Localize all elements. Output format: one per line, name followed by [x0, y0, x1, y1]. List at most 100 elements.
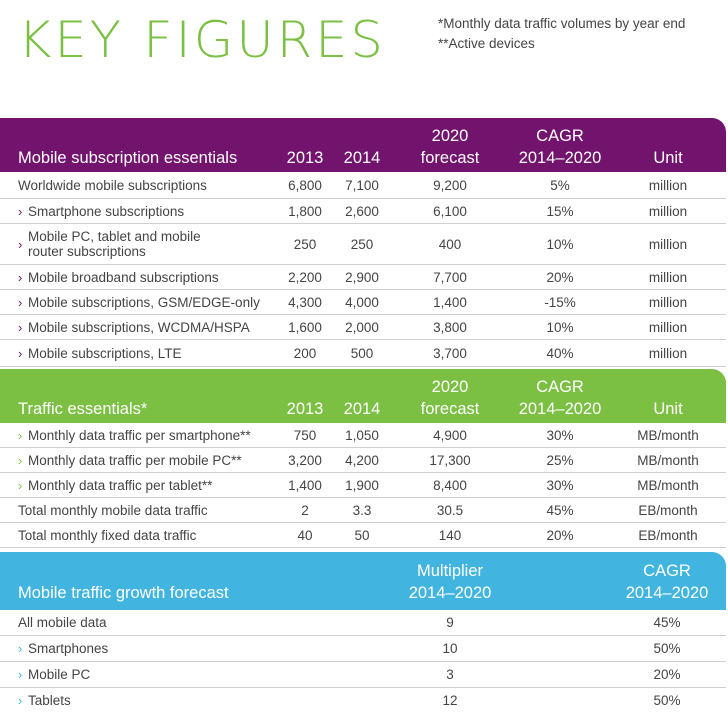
cell-v2013: 200	[293, 345, 317, 361]
header-multiplier-period: 2014–2020	[408, 584, 492, 602]
cell-v2014: 2,600	[345, 203, 379, 219]
row-label-line: Smartphones	[28, 641, 109, 656]
cell-v2014: 2,900	[345, 269, 379, 285]
row-label: Total monthly mobile data traffic	[18, 498, 208, 522]
subscription-table-header: Mobile subscription essentials 2013 2014…	[0, 118, 726, 172]
cell-v2020: 400	[438, 236, 462, 252]
cell-unit: EB/month	[638, 502, 698, 518]
cell-unit: million	[648, 269, 688, 285]
table-row: › Mobile subscriptions, GSM/EDGE-only 4,30…	[0, 290, 726, 315]
row-label[interactable]: › Mobile subscriptions, WCDMA/HSPA	[18, 315, 250, 339]
header-forecast: forecast	[420, 400, 480, 418]
chevron-right-icon: ›	[18, 427, 23, 443]
cell-unit: EB/month	[638, 527, 698, 543]
cell-v2014: 4,200	[345, 452, 379, 468]
cell-multiplier: 12	[442, 693, 458, 708]
row-label-text: Monthly data traffic per smartphone**	[28, 428, 251, 443]
chevron-right-icon: ›	[18, 667, 23, 682]
row-label[interactable]: › Monthly data traffic per smartphone**	[18, 423, 251, 447]
cell-v2014: 1,900	[345, 477, 379, 493]
cell-cagr: 30%	[546, 427, 574, 443]
cell-cagr: -15%	[544, 294, 576, 310]
row-label-line: Smartphone subscriptions	[28, 203, 185, 219]
chevron-right-icon: ›	[18, 203, 23, 219]
cell-unit: million	[648, 345, 688, 361]
chevron-right-icon: ›	[18, 294, 23, 310]
row-label-text: Mobile subscriptions, WCDMA/HSPA	[28, 320, 250, 335]
row-label-text: Total monthly fixed data traffic	[18, 528, 196, 543]
growth-table-header: Mobile traffic growth forecast Multiplie…	[0, 552, 726, 610]
cell-cagr: 50%	[653, 641, 681, 656]
cell-unit: million	[648, 294, 688, 310]
row-label: Worldwide mobile subscriptions	[18, 172, 207, 198]
chevron-right-icon: ›	[18, 345, 23, 361]
table-row: › Smartphone subscriptions 1,800 2,600 6,100…	[0, 199, 726, 224]
table-row: All mobile data 9 45%	[0, 610, 726, 636]
footnote-devices: **Active devices	[438, 36, 535, 51]
row-label-line: Mobile PC	[28, 667, 91, 682]
cell-v2020: 6,100	[433, 203, 467, 219]
row-label[interactable]: › Tablets	[18, 688, 71, 713]
cell-v2020: 30.5	[436, 502, 464, 518]
row-label[interactable]: › Mobile PC	[18, 662, 90, 687]
cell-v2013: 250	[293, 236, 317, 252]
table-row: › Tablets 12 50%	[0, 688, 726, 713]
cell-cagr: 30%	[546, 477, 574, 493]
chevron-right-icon: ›	[18, 477, 23, 493]
cell-multiplier: 9	[446, 615, 454, 630]
row-label[interactable]: › Mobile PC, tablet and mobile router subs…	[18, 224, 201, 264]
header-2014: 2014	[343, 400, 381, 418]
row-label[interactable]: › Monthly data traffic per tablet**	[18, 473, 212, 497]
cell-v2014: 2,000	[345, 319, 379, 335]
cell-cagr: 20%	[546, 269, 574, 285]
row-label[interactable]: › Mobile subscriptions, GSM/EDGE-only	[18, 290, 260, 314]
cell-cagr: 15%	[546, 203, 574, 219]
header-cagr-period: 2014–2020	[625, 584, 709, 602]
cell-multiplier: 10	[442, 641, 458, 656]
row-label[interactable]: › Smartphone subscriptions	[18, 199, 184, 223]
header-2013: 2013	[286, 400, 324, 418]
cell-v2014: 4,000	[345, 294, 379, 310]
row-label: Total monthly fixed data traffic	[18, 523, 196, 547]
table-row: Total monthly fixed data traffic 40 50 140 2…	[0, 523, 726, 548]
cell-cagr: 45%	[546, 502, 574, 518]
cell-v2020: 3,800	[433, 319, 467, 335]
table-row: › Smartphones 10 50%	[0, 636, 726, 662]
cell-v2014: 7,100	[345, 177, 379, 193]
cell-v2013: 1,400	[288, 477, 322, 493]
header-name: Mobile subscription essentials	[18, 149, 238, 167]
header-cagr: CAGR	[536, 378, 584, 396]
row-label-text: Tablets	[28, 693, 71, 708]
row-label[interactable]: › Smartphones	[18, 636, 108, 661]
cell-cagr: 10%	[546, 236, 574, 252]
table-row: › Mobile subscriptions, LTE 200 500 3,700 40%…	[0, 340, 726, 367]
cell-cagr: 45%	[653, 615, 681, 630]
cell-v2020: 4,900	[433, 427, 467, 443]
cell-cagr: 20%	[653, 667, 681, 682]
row-label-text: Mobile subscriptions, LTE	[28, 346, 182, 361]
row-label-text: Mobile subscriptions, GSM/EDGE-only	[28, 295, 260, 310]
cell-v2013: 2,200	[288, 269, 322, 285]
header-unit: Unit	[653, 149, 683, 167]
header-name: Mobile traffic growth forecast	[18, 584, 229, 602]
cell-unit: MB/month	[637, 452, 699, 468]
row-label-text: Total monthly mobile data traffic	[18, 503, 208, 518]
header-unit: Unit	[653, 400, 683, 418]
table-row: › Mobile PC, tablet and mobile router subs…	[0, 224, 726, 265]
row-label[interactable]: › Mobile broadband subscriptions	[18, 265, 219, 289]
row-label-text: Mobile broadband subscriptions	[28, 270, 219, 285]
cell-v2014: 50	[354, 527, 370, 543]
row-label-line: Worldwide mobile subscriptions	[18, 177, 207, 193]
cell-v2013: 2	[301, 502, 309, 518]
cell-v2020: 140	[438, 527, 462, 543]
cell-cagr: 20%	[546, 527, 574, 543]
row-label-text: Worldwide mobile subscriptions	[18, 178, 207, 193]
table-row: › Monthly data traffic per mobile PC** 3,2…	[0, 448, 726, 473]
traffic-table: Traffic essentials* 2013 2014 2020 forec…	[0, 369, 726, 548]
row-label[interactable]: › Monthly data traffic per mobile PC**	[18, 448, 242, 472]
traffic-table-header: Traffic essentials* 2013 2014 2020 forec…	[0, 369, 726, 423]
cell-cagr: 5%	[550, 177, 570, 193]
table-row: Total monthly mobile data traffic 2 3.3 30.…	[0, 498, 726, 523]
row-label[interactable]: › Mobile subscriptions, LTE	[18, 340, 182, 366]
header-forecast: forecast	[420, 149, 480, 167]
